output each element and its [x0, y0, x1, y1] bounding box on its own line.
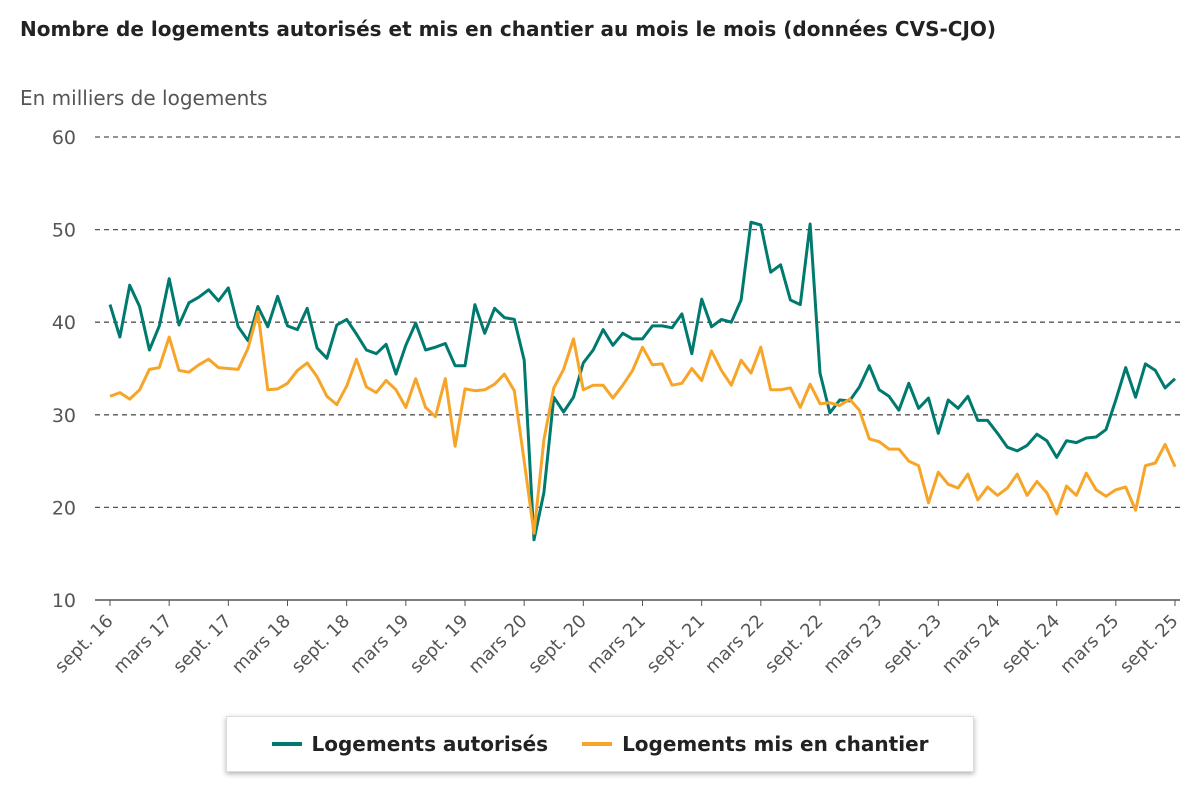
x-tick-label: mars 20 [465, 611, 532, 678]
y-tick-label: 40 [52, 312, 76, 334]
x-tick-label: mars 24 [938, 611, 1005, 678]
y-tick-label: 10 [52, 590, 76, 612]
x-tick-label: sept. 19 [406, 611, 473, 678]
legend-swatch-mis-en-chantier [582, 742, 613, 746]
x-tick-label: mars 17 [110, 611, 177, 678]
x-tick-label: mars 19 [346, 611, 413, 678]
x-tick-label: mars 18 [228, 611, 295, 678]
x-tick-label: mars 23 [820, 611, 887, 678]
legend-label-autorises: Logements autorisés [311, 732, 549, 756]
x-tick-label: mars 25 [1056, 611, 1123, 678]
y-tick-label: 20 [52, 497, 76, 519]
chart-subtitle: En milliers de logements [20, 86, 268, 110]
legend-label-mis-en-chantier: Logements mis en chantier [622, 732, 929, 756]
x-tick-label: mars 22 [701, 611, 768, 678]
x-tick-label: mars 21 [583, 611, 650, 678]
series-line-autorises [108, 220, 1177, 542]
legend-item-mis-en-chantier[interactable]: Logements mis en chantier [582, 732, 929, 756]
y-tick-label: 30 [52, 405, 76, 427]
x-tick-label: sept. 16 [51, 611, 118, 678]
x-tick-label: sept. 18 [288, 611, 355, 678]
legend: Logements autorisés Logements mis en cha… [226, 716, 974, 772]
y-tick-label: 50 [52, 220, 76, 242]
x-tick-label: sept. 23 [879, 611, 946, 678]
x-tick-label: sept. 24 [998, 611, 1065, 678]
series-line-mis-en-chantier [109, 310, 1177, 535]
x-tick-label: sept. 22 [761, 611, 828, 678]
legend-item-autorises[interactable]: Logements autorisés [271, 732, 549, 756]
x-tick-label: sept. 20 [524, 611, 591, 678]
x-tick-label: sept. 21 [643, 611, 710, 678]
legend-swatch-autorises [271, 742, 302, 746]
y-tick-label: 60 [52, 127, 76, 149]
x-tick-label: sept. 25 [1116, 611, 1183, 678]
x-tick-label: sept. 17 [169, 611, 236, 678]
chart-title: Nombre de logements autorisés et mis en … [20, 17, 997, 41]
